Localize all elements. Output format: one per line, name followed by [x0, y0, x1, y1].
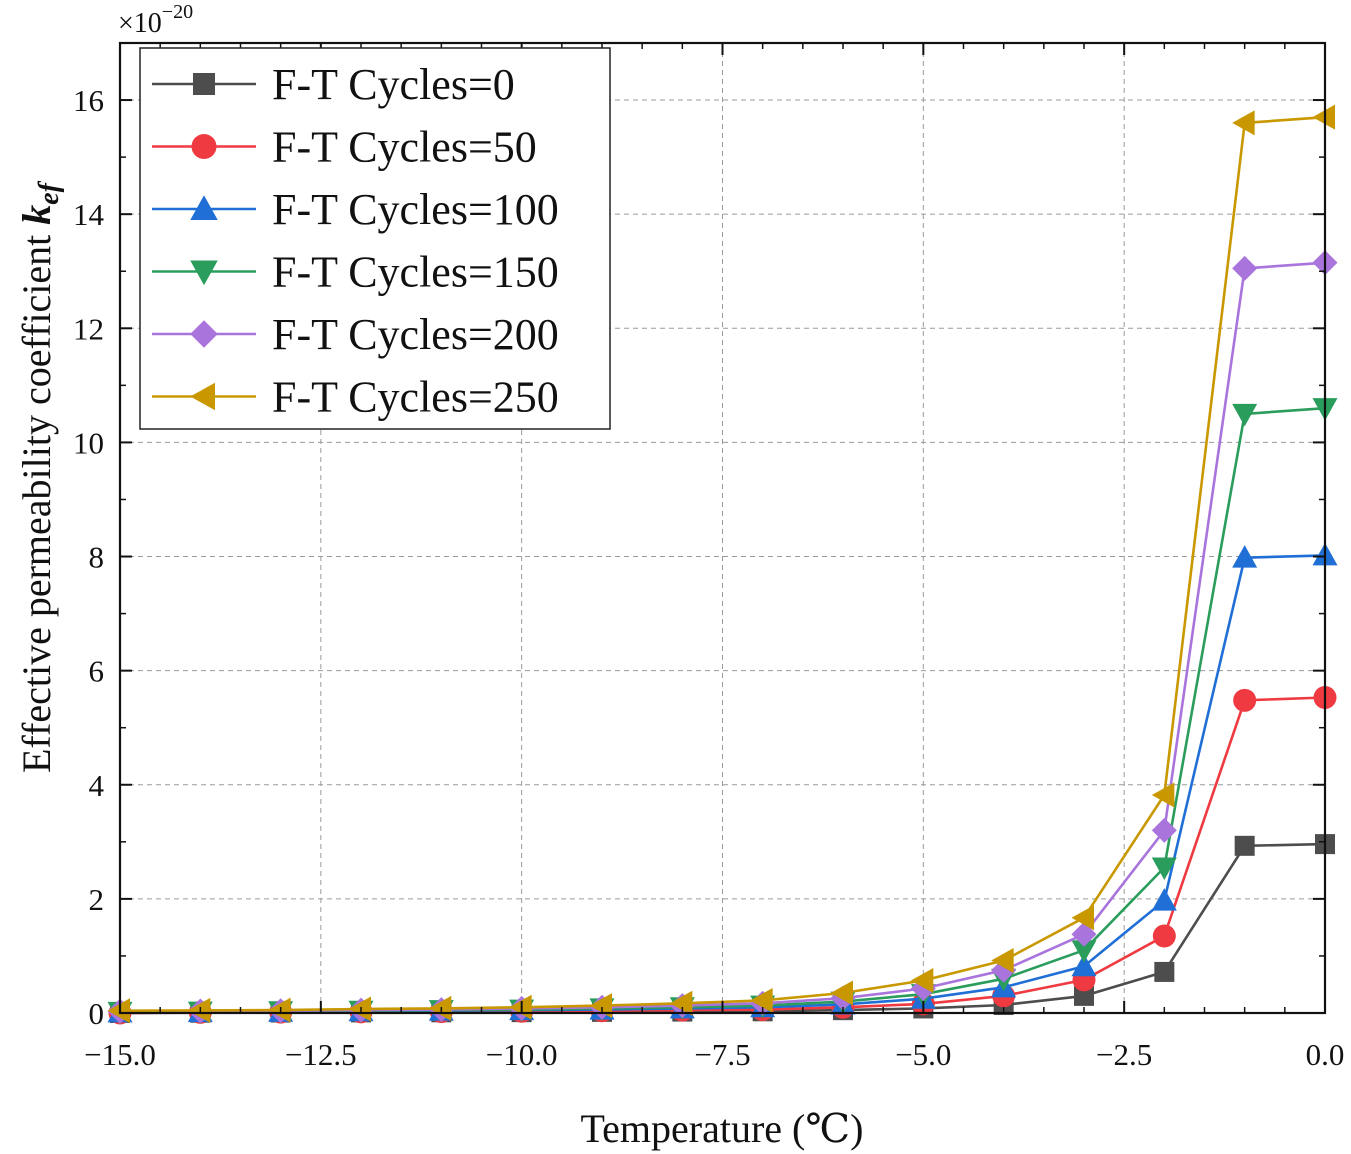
x-tick-label: −7.5 — [694, 1037, 750, 1072]
legend-entry: F-T Cycles=50 — [152, 123, 537, 172]
data-point — [1071, 953, 1097, 977]
y-axis-label-subscript: ef — [34, 180, 65, 204]
data-point — [1151, 817, 1177, 843]
x-tick-label: −15.0 — [84, 1037, 156, 1072]
data-point — [1232, 403, 1258, 427]
legend-marker — [190, 382, 215, 411]
legend-marker — [191, 134, 217, 159]
data-point — [1312, 104, 1335, 130]
legend-entry: F-T Cycles=100 — [152, 185, 559, 234]
data-point — [1154, 961, 1175, 982]
y-axis-label-symbol: k — [14, 205, 59, 225]
y-tick-label: 6 — [89, 654, 105, 689]
x-tick-label: −10.0 — [486, 1037, 558, 1072]
data-point — [1071, 905, 1094, 931]
data-point — [1151, 857, 1177, 880]
legend-entry: F-T Cycles=250 — [152, 373, 559, 422]
x-axis-label: Temperature (℃) — [581, 1106, 864, 1151]
y-tick-label: 12 — [73, 311, 104, 346]
data-point — [1234, 835, 1255, 856]
legend-marker — [193, 73, 215, 95]
legend-label: F-T Cycles=250 — [272, 373, 559, 422]
x-tick-label: 0.0 — [1306, 1037, 1345, 1072]
axis-ticks: −15.0 −12.5 −10.0 −7.5 −5.0 −2.5 0.0 0 2 4 6 8 10 12 1… — [73, 43, 1344, 1072]
legend-label: F-T Cycles=50 — [272, 123, 537, 172]
y-axis-label-main: Effective permeability coefficient — [14, 225, 59, 773]
legend-entry: F-T Cycles=150 — [152, 248, 559, 297]
data-point — [669, 990, 693, 1016]
x-tick-label: −2.5 — [1096, 1037, 1152, 1072]
data-point — [1071, 940, 1097, 963]
data-point — [830, 980, 853, 1006]
y-tick-label: 16 — [73, 83, 104, 118]
data-point — [1232, 255, 1258, 281]
legend-label: F-T Cycles=100 — [272, 185, 559, 234]
y-tick-label: 4 — [89, 768, 105, 803]
y-multiplier-base: ×10 — [118, 8, 162, 39]
data-point — [428, 995, 452, 1021]
data-point — [1151, 782, 1175, 808]
data-point — [589, 993, 612, 1019]
legend-marker — [190, 195, 218, 220]
x-tick-label: −5.0 — [895, 1037, 951, 1072]
y-tick-label: 2 — [89, 882, 105, 917]
legend-entry: F-T Cycles=200 — [152, 310, 559, 359]
legend-label: F-T Cycles=0 — [272, 60, 515, 109]
data-point — [991, 948, 1014, 974]
data-point — [187, 997, 211, 1023]
y-axis-label: Effective permeability coefficient kef — [14, 180, 65, 773]
data-point — [1232, 545, 1258, 568]
y-axis-multiplier: ×10−20 — [118, 1, 193, 39]
data-point — [348, 996, 371, 1022]
legend-box — [139, 47, 611, 430]
y-tick-label: 0 — [89, 996, 105, 1031]
legend-label: F-T Cycles=150 — [272, 248, 559, 297]
y-tick-label: 14 — [73, 197, 105, 232]
data-point — [1232, 110, 1255, 136]
y-tick-label: 8 — [89, 540, 105, 575]
data-point — [1074, 985, 1094, 1006]
data-point — [268, 997, 291, 1023]
data-point — [107, 998, 130, 1024]
data-point — [910, 967, 934, 993]
data-point — [1151, 888, 1177, 911]
legend-marker — [190, 320, 218, 348]
legend-label: F-T Cycles=200 — [272, 310, 559, 359]
data-point — [1152, 924, 1176, 948]
data-point — [1233, 688, 1257, 712]
y-tick-label: 10 — [73, 425, 104, 460]
data-point — [750, 987, 773, 1013]
x-tick-label: −12.5 — [285, 1037, 357, 1072]
y-multiplier-exponent: −20 — [162, 1, 193, 23]
legend: F-T Cycles=0 F-T Cycles=50 F-T Cycles=100 F… — [139, 47, 611, 430]
legend-entry: F-T Cycles=0 — [152, 60, 515, 109]
legend-marker — [190, 260, 218, 286]
